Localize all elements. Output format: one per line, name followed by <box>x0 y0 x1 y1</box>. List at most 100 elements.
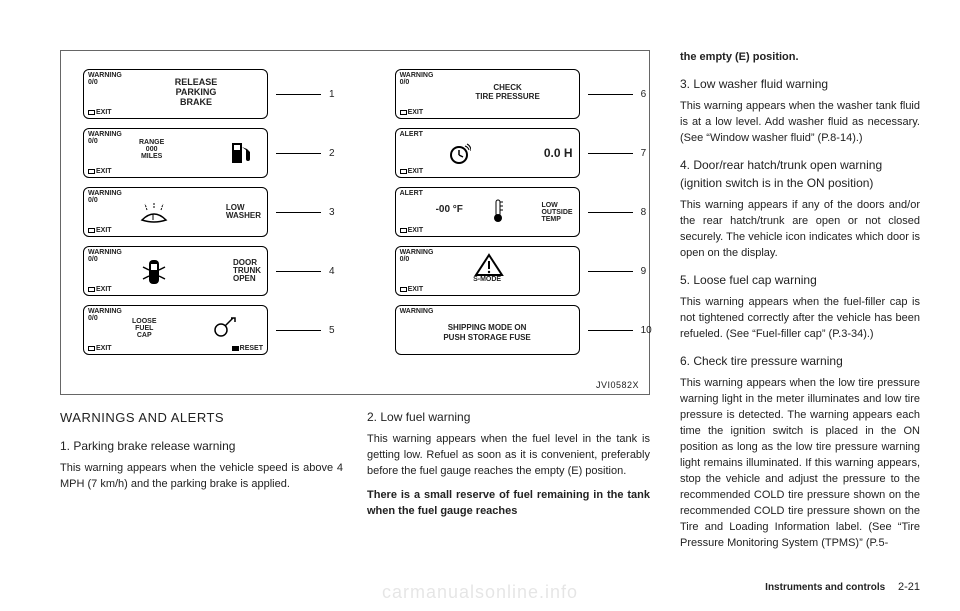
panel-text: CHECKTIRE PRESSURE <box>441 80 575 106</box>
leader-line <box>276 271 321 272</box>
s-mode-label: S-MODE <box>396 276 579 283</box>
panel-text: RELEASEPARKINGBRAKE <box>129 80 263 106</box>
leader-line <box>588 153 633 154</box>
panel-row: ALERT -00 °F LOWOUTSIDETEMP EXIT 8 <box>395 187 652 237</box>
range-text: RANGE000MILES <box>139 139 164 160</box>
exit-label: EXIT <box>96 168 112 175</box>
page-number: 2-21 <box>898 581 920 593</box>
panel-row: WARNING0/0 DOORTRUNKOPEN EXIT 4 <box>83 246 335 296</box>
fuel-cap-icon <box>213 316 237 338</box>
exit-icon <box>88 287 95 292</box>
panel-row: WARNING0/0 CHECKTIRE PRESSURE EXIT 6 <box>395 69 652 119</box>
manual-page: WARNING0/0 RELEASEPARKINGBRAKE EXIT 1 WA… <box>0 0 960 611</box>
panel-text: LOWOUTSIDETEMP <box>541 200 572 224</box>
figure-id: JVI0582X <box>596 380 639 390</box>
car-top-icon <box>139 259 169 285</box>
item-6-title: 6. Check tire pressure warning <box>680 353 920 370</box>
washer-icon <box>139 200 169 226</box>
timer-value: 0.0 H <box>544 141 573 165</box>
panel-text: DOORTRUNKOPEN <box>233 259 261 283</box>
item-5-body: This warning appears when the fuel-fille… <box>680 295 920 343</box>
warning-label: WARNING0/0 <box>88 308 122 322</box>
leader-line <box>588 330 633 331</box>
exit-icon <box>88 110 95 115</box>
panel-header: WARNING0/0 <box>400 72 434 86</box>
panel-header: WARNING0/0 <box>88 72 122 86</box>
exit-icon <box>88 228 95 233</box>
fuel-pump-icon <box>230 141 252 165</box>
panel-number: 8 <box>641 207 647 218</box>
panel-row: WARNING0/0 LOWWASHER EXIT 3 <box>83 187 335 237</box>
panel-number: 2 <box>329 148 335 159</box>
exit-button: EXIT <box>400 109 424 116</box>
item-6-body: This warning appears when the low tire p… <box>680 376 920 551</box>
panel-text: LOOSEFUELCAP <box>132 318 157 339</box>
panel-low-outside-temp: ALERT -00 °F LOWOUTSIDETEMP EXIT <box>395 187 580 237</box>
warning-label: WARNING0/0 <box>88 72 122 86</box>
exit-button: EXIT <box>88 345 112 352</box>
exit-label: EXIT <box>408 227 424 234</box>
panel-col-left: WARNING0/0 RELEASEPARKINGBRAKE EXIT 1 WA… <box>83 69 335 369</box>
item-1-body: This warning appears when the vehicle sp… <box>60 461 343 493</box>
panel-col-right: WARNING0/0 CHECKTIRE PRESSURE EXIT 6 ALE… <box>395 69 652 369</box>
exit-icon <box>400 287 407 292</box>
continuation-bold: the empty (E) position. <box>680 50 920 66</box>
panel-row: WARNING0/0 LOOSEFUELCAP EXIT RESET 5 <box>83 305 335 355</box>
panel-loose-fuel-cap: WARNING0/0 LOOSEFUELCAP EXIT RESET <box>83 305 268 355</box>
panel-header: WARNING0/0 <box>88 190 122 204</box>
panel-number: 7 <box>641 148 647 159</box>
panel-grid: WARNING0/0 RELEASEPARKINGBRAKE EXIT 1 WA… <box>83 69 627 369</box>
leader-line <box>276 330 321 331</box>
leader-line <box>588 94 633 95</box>
below-figure-text: WARNINGS AND ALERTS 1. Parking brake rel… <box>60 409 650 528</box>
leader-line <box>276 153 321 154</box>
panel-text: SHIPPING MODE ONPUSH STORAGE FUSE <box>402 310 573 350</box>
text-col-1: WARNINGS AND ALERTS 1. Parking brake rel… <box>60 409 343 528</box>
exit-button: EXIT <box>88 109 112 116</box>
item-2-title: 2. Low fuel warning <box>367 409 650 426</box>
exit-icon <box>88 169 95 174</box>
panel-s-mode: WARNING0/0 S-MODE EXIT <box>395 246 580 296</box>
panel-number: 9 <box>641 266 647 277</box>
panel-number: 5 <box>329 325 335 336</box>
warning-label: WARNING0/0 <box>88 190 122 204</box>
panel-header: WARNING0/0 <box>88 308 122 322</box>
exit-label: EXIT <box>96 109 112 116</box>
panel-header: ALERT <box>400 190 423 197</box>
exit-icon <box>400 110 407 115</box>
alert-label: ALERT <box>400 131 423 138</box>
item-3-title: 3. Low washer fluid warning <box>680 76 920 93</box>
exit-button: EXIT <box>400 286 424 293</box>
leader-line <box>588 271 633 272</box>
leader-line <box>588 212 633 213</box>
panel-row: WARNING0/0 RELEASEPARKINGBRAKE EXIT 1 <box>83 69 335 119</box>
warning-label: WARNING0/0 <box>400 72 434 86</box>
panel-release-parking-brake: WARNING0/0 RELEASEPARKINGBRAKE EXIT <box>83 69 268 119</box>
item-2-bold: There is a small reserve of fuel remaini… <box>367 488 650 520</box>
panel-number: 10 <box>641 325 652 336</box>
panel-check-tire-pressure: WARNING0/0 CHECKTIRE PRESSURE EXIT <box>395 69 580 119</box>
reset-label: RESET <box>240 345 263 352</box>
panel-timer-alert: ALERT 0.0 H EXIT <box>395 128 580 178</box>
warning-label: WARNING0/0 <box>88 249 122 263</box>
page-footer: Instruments and controls 2-21 <box>765 581 920 593</box>
reset-icon <box>232 346 239 351</box>
item-5-title: 5. Loose fuel cap warning <box>680 272 920 289</box>
clock-icon <box>444 141 474 167</box>
item-4-body: This warning appears if any of the doors… <box>680 198 920 262</box>
panel-header: WARNING0/0 <box>400 249 434 263</box>
panel-header: WARNING0/0 <box>88 249 122 263</box>
warning-label: WARNING0/0 <box>400 249 434 263</box>
leader-line <box>276 212 321 213</box>
panel-header: WARNING0/0 <box>88 131 122 145</box>
exit-button: EXIT <box>88 286 112 293</box>
left-column: WARNING0/0 RELEASEPARKINGBRAKE EXIT 1 WA… <box>60 50 650 581</box>
panel-row: WARNING0/0 S-MODE EXIT 9 <box>395 246 652 296</box>
item-3-body: This warning appears when the washer tan… <box>680 99 920 147</box>
exit-label: EXIT <box>408 286 424 293</box>
right-column: the empty (E) position. 3. Low washer fl… <box>680 50 920 581</box>
exit-icon <box>88 346 95 351</box>
panel-number: 3 <box>329 207 335 218</box>
panel-row: WARNING SHIPPING MODE ONPUSH STORAGE FUS… <box>395 305 652 355</box>
section-label: Instruments and controls <box>765 582 885 593</box>
